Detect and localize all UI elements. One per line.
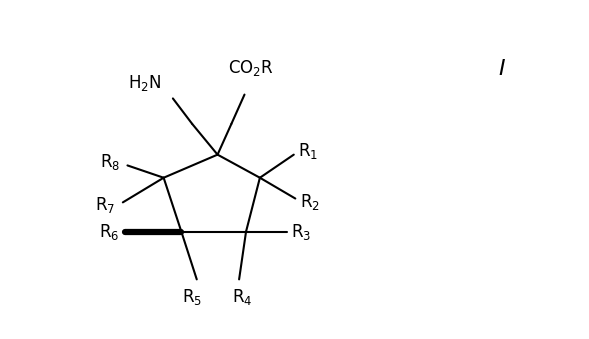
Text: $\mathsf{R_2}$: $\mathsf{R_2}$ [300, 192, 320, 212]
Text: $\mathsf{R_7}$: $\mathsf{R_7}$ [95, 195, 115, 215]
Text: $\mathsf{R_1}$: $\mathsf{R_1}$ [299, 141, 319, 161]
Text: $\mathsf{H_2N}$: $\mathsf{H_2N}$ [128, 73, 161, 93]
Text: $\mathsf{R_6}$: $\mathsf{R_6}$ [100, 222, 120, 242]
Text: $\mathsf{R_4}$: $\mathsf{R_4}$ [232, 287, 253, 307]
Text: $\mathit{I}$: $\mathit{I}$ [498, 58, 507, 80]
Text: $\mathsf{CO_2R}$: $\mathsf{CO_2R}$ [228, 58, 274, 78]
Text: $\mathsf{R_3}$: $\mathsf{R_3}$ [291, 222, 311, 242]
Text: $\mathsf{R_8}$: $\mathsf{R_8}$ [100, 152, 120, 172]
Text: $\mathsf{R_5}$: $\mathsf{R_5}$ [182, 287, 202, 307]
